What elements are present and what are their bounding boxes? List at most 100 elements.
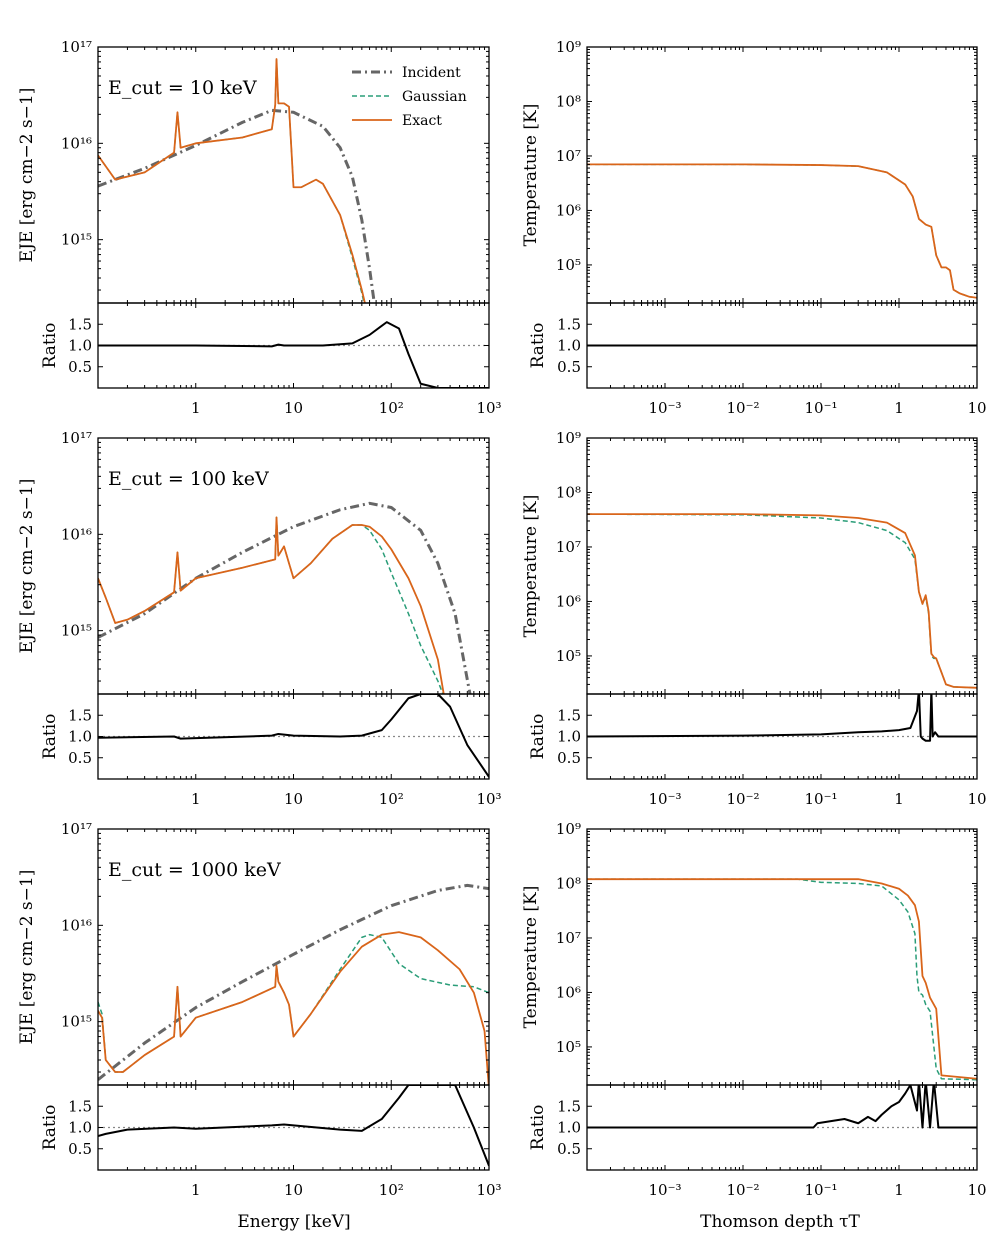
series-ratio-line	[587, 694, 977, 742]
series-incident-line	[98, 883, 489, 1081]
ratio-ylabel: Ratio	[40, 323, 60, 369]
ecut-annotation: E_cut = 10 keV	[108, 77, 257, 99]
x-tick-label: 10²	[379, 399, 404, 417]
ecut-annotation: E_cut = 1000 keV	[108, 859, 281, 881]
x-tick-label: 10³	[476, 1181, 501, 1199]
series-gaussian-line	[587, 513, 977, 689]
ratio-y-tick-label: 1.5	[68, 706, 92, 724]
panel-ratio-depth-row2: 0.5 1.0 1.5 Ratio 10⁻³ 10⁻² 10⁻¹ 1 10	[528, 693, 987, 808]
y-tick-label: 10¹⁷	[61, 820, 92, 838]
x-tick-label: 10⁻¹	[804, 790, 837, 808]
ratio-y-tick-label: 0.5	[68, 749, 92, 767]
series-ratio-line	[587, 1085, 977, 1129]
y-tick-label: 10¹⁵	[61, 622, 92, 640]
x-tick-label: 1	[894, 399, 904, 417]
panel-spectrum-row1: 10¹⁵ 10¹⁶ 10¹⁷ EJE [erg cm−2 s−1] E_cut = 10…	[17, 38, 490, 304]
ratio-ylabel: Ratio	[528, 1105, 548, 1151]
temperature-ylabel: Temperature [K]	[521, 104, 541, 247]
x-tick-label: 10	[284, 1181, 303, 1199]
y-tick-label: 10⁹	[556, 429, 581, 447]
ratio-y-tick-label: 1.5	[557, 706, 581, 724]
y-tick-label: 10⁹	[556, 820, 581, 838]
legend: Incident Gaussian Exact	[352, 65, 467, 129]
x-tick-label: 1	[191, 790, 201, 808]
series-exact-line	[587, 513, 977, 689]
series-exact-line	[98, 58, 366, 303]
spectrum-ylabel: EJE [erg cm−2 s−1]	[17, 870, 37, 1045]
plot-frame	[586, 437, 978, 695]
y-tick-label: 10⁸	[556, 92, 581, 110]
series-gaussian-line	[587, 163, 977, 299]
ratio-y-tick-label: 0.5	[68, 1140, 92, 1158]
y-tick-label: 10⁶	[556, 592, 581, 610]
x-tick-label: 10	[284, 399, 303, 417]
y-tick-label: 10¹⁶	[61, 525, 92, 543]
y-tick-label: 10⁵	[556, 647, 581, 665]
legend-exact-label: Exact	[402, 113, 442, 129]
y-tick-label: 10¹⁷	[61, 429, 92, 447]
y-tick-label: 10¹⁶	[61, 916, 92, 934]
energy-xlabel: Energy [keV]	[237, 1212, 350, 1232]
x-tick-label: 10	[967, 790, 986, 808]
x-tick-label: 10⁻³	[648, 790, 681, 808]
spectrum-ylabel: EJE [erg cm−2 s−1]	[17, 88, 37, 263]
ratio-ylabel: Ratio	[40, 714, 60, 760]
panel-spectrum-row2: 10¹⁵ 10¹⁶ 10¹⁷ EJE [erg cm−2 s−1] E_cut = 10…	[17, 429, 490, 695]
y-tick-label: 10⁷	[556, 538, 581, 556]
y-tick-label: 10¹⁶	[61, 134, 92, 152]
thomson-xlabel: Thomson depth τT	[700, 1212, 860, 1232]
panel-spectrum-row3: 10¹⁵ 10¹⁶ 10¹⁷ EJE [erg cm−2 s−1] E_cut = 10…	[17, 820, 490, 1086]
x-tick-label: 10²	[379, 790, 404, 808]
temperature-ylabel: Temperature [K]	[521, 886, 541, 1029]
panel-ratio-energy-row2: 0.5 1.0 1.5 Ratio 1 10 10² 10³	[40, 693, 502, 808]
ratio-y-tick-label: 1.0	[68, 337, 92, 355]
ratio-ylabel: Ratio	[528, 714, 548, 760]
series-exact-line	[98, 931, 489, 1085]
x-tick-label: 10³	[476, 790, 501, 808]
y-tick-label: 10⁶	[556, 983, 581, 1001]
x-tick-label: 10⁻²	[726, 790, 759, 808]
y-tick-label: 10¹⁵	[61, 1013, 92, 1031]
y-tick-label: 10¹⁷	[61, 38, 92, 56]
y-tick-label: 10⁸	[556, 483, 581, 501]
ratio-y-tick-label: 1.0	[557, 337, 581, 355]
series-exact-line	[98, 516, 445, 694]
legend-incident-label: Incident	[402, 65, 461, 81]
y-tick-label: 10⁷	[556, 147, 581, 165]
series-ratio-line	[98, 1085, 489, 1167]
y-tick-label: 10¹⁵	[61, 231, 92, 249]
ratio-y-tick-label: 1.5	[557, 1097, 581, 1115]
ratio-y-tick-label: 1.0	[68, 1119, 92, 1137]
series-incident-line	[98, 108, 376, 303]
y-tick-label: 10⁹	[556, 38, 581, 56]
ratio-y-tick-label: 0.5	[557, 358, 581, 376]
ratio-y-tick-label: 1.5	[557, 315, 581, 333]
ratio-y-tick-label: 0.5	[68, 358, 92, 376]
panel-ratio-energy-row1: 0.5 1.0 1.5 Ratio 1 10 10² 10³	[40, 302, 502, 417]
ratio-y-tick-label: 1.0	[557, 1119, 581, 1137]
x-tick-label: 10	[967, 399, 986, 417]
temperature-ylabel: Temperature [K]	[521, 495, 541, 638]
plot-frame	[586, 828, 978, 1086]
x-tick-label: 10	[284, 790, 303, 808]
ratio-ylabel: Ratio	[528, 323, 548, 369]
x-tick-label: 1	[894, 790, 904, 808]
y-tick-label: 10⁷	[556, 929, 581, 947]
x-tick-label: 10⁻³	[648, 1181, 681, 1199]
y-tick-label: 10⁵	[556, 1038, 581, 1056]
x-tick-label: 10²	[379, 1181, 404, 1199]
panel-temperature-row1: 10⁵ 10⁶ 10⁷ 10⁸ 10⁹ Temperature [K]	[521, 38, 978, 304]
plot-frame	[586, 46, 978, 304]
series-incident-line	[98, 501, 472, 694]
x-tick-label: 1	[894, 1181, 904, 1199]
ratio-y-tick-label: 0.5	[557, 1140, 581, 1158]
ratio-y-tick-label: 0.5	[557, 749, 581, 767]
x-tick-label: 10⁻²	[726, 399, 759, 417]
series-gaussian-line	[587, 878, 977, 1081]
panel-ratio-depth-row1: 0.5 1.0 1.5 Ratio 10⁻³ 10⁻² 10⁻¹ 1 10	[528, 302, 987, 417]
x-tick-label: 1	[191, 1181, 201, 1199]
ratio-y-tick-label: 1.0	[68, 728, 92, 746]
y-tick-label: 10⁸	[556, 874, 581, 892]
y-tick-label: 10⁶	[556, 201, 581, 219]
